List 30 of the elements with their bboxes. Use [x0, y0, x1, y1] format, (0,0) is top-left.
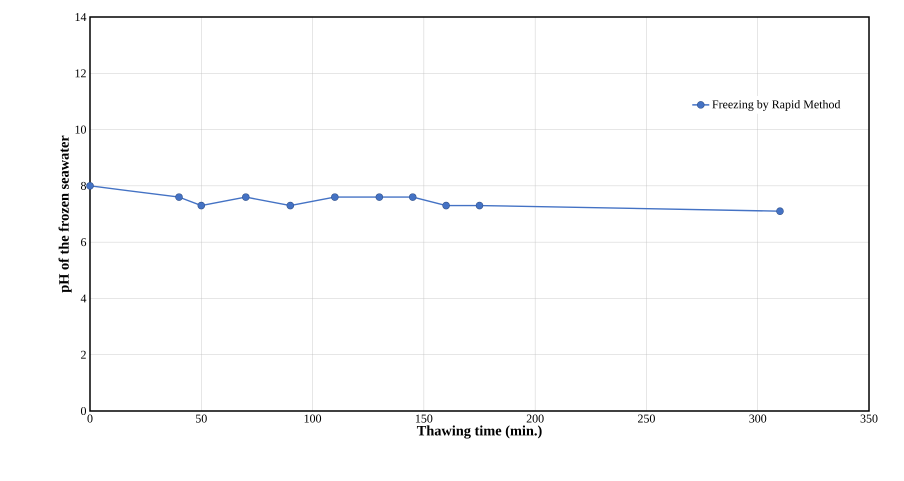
y-tick-label: 4	[80, 294, 86, 302]
x-tick-label: 150	[416, 414, 432, 423]
x-tick-label: 300	[749, 414, 766, 423]
y-tick-label: 8	[80, 182, 86, 190]
x-axis-title: Thawing time (min.)	[416, 425, 542, 439]
x-tick-label: 50	[196, 414, 207, 423]
y-tick-label: 12	[76, 69, 86, 78]
point	[776, 207, 784, 215]
point	[86, 182, 94, 190]
point	[242, 193, 250, 201]
y-tick-label: 0	[80, 406, 86, 416]
y-tick-label: 6	[81, 238, 86, 246]
point	[476, 202, 484, 210]
point	[442, 202, 450, 210]
x-tick-label: 350	[860, 414, 878, 423]
point	[286, 202, 294, 210]
x-tick-label: 200	[526, 414, 544, 423]
point	[331, 193, 339, 201]
y-tick-label: 10	[76, 126, 86, 134]
x-tick-label: 100	[304, 414, 322, 423]
point	[198, 202, 206, 210]
point	[175, 193, 183, 201]
y-tick-label: 14	[76, 13, 86, 21]
legend-label: Freezing by Rapid Method	[712, 100, 840, 111]
y-axis-title: pH of the frozen seawater	[58, 136, 72, 293]
y-tick-label: 2	[81, 350, 86, 359]
point	[408, 193, 417, 201]
point	[376, 193, 384, 201]
x-tick-label: 0	[87, 414, 93, 423]
x-tick-label: 250	[638, 414, 655, 423]
